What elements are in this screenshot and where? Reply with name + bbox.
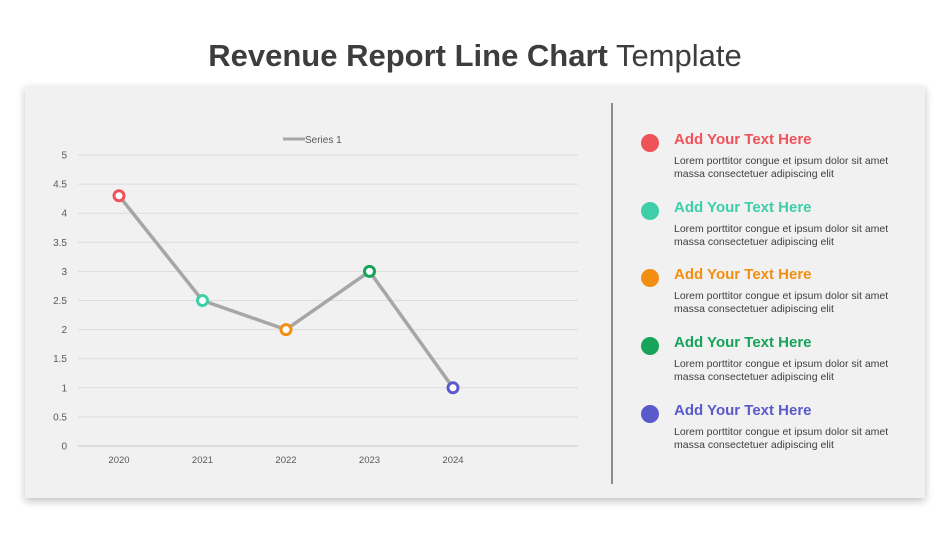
data-point <box>363 264 376 278</box>
bullet-dot-1 <box>641 134 659 152</box>
item-body-2: Lorem porttitor congue et ipsum dolor si… <box>674 223 889 248</box>
y-tick-label: 3 <box>61 267 67 278</box>
y-tick-label: 1.5 <box>53 354 67 365</box>
item-heading-2: Add Your Text Here <box>674 199 812 216</box>
y-tick-label: 5 <box>61 151 67 162</box>
bullet-dot-5 <box>641 405 659 423</box>
title-bold: Revenue Report Line Chart <box>208 38 608 73</box>
y-tick-label: 2.5 <box>53 296 67 307</box>
data-point <box>196 294 209 307</box>
item-body-1: Lorem porttitor congue et ipsum dolor si… <box>674 155 889 180</box>
data-point <box>279 323 293 337</box>
line-chart: Series 1 0 0.5 1 1.5 2 2.5 3 3.5 4 4.5 5 2020 2021 2… <box>53 135 578 466</box>
x-tick-label: 2021 <box>192 455 213 466</box>
item-body-4: Lorem porttitor congue et ipsum dolor si… <box>674 358 889 383</box>
bullet-dot-3 <box>641 269 659 287</box>
divider <box>611 103 613 484</box>
data-point <box>446 381 460 395</box>
y-tick-label: 4 <box>61 209 67 220</box>
y-tick-label: 4.5 <box>53 180 67 191</box>
y-tick-label: 0 <box>61 442 67 453</box>
item-heading-5: Add Your Text Here <box>674 402 812 419</box>
data-point <box>112 189 126 203</box>
y-tick-label: 3.5 <box>53 238 67 249</box>
x-tick-label: 2024 <box>442 455 463 466</box>
title-light: Template <box>615 38 742 73</box>
legend-label: Series 1 <box>305 135 342 146</box>
item-heading-4: Add Your Text Here <box>674 334 812 351</box>
x-tick-label: 2022 <box>275 455 296 466</box>
item-body-5: Lorem porttitor congue et ipsum dolor si… <box>674 426 889 451</box>
x-tick-label: 2020 <box>108 455 129 466</box>
item-heading-1: Add Your Text Here <box>674 131 812 148</box>
item-body-3: Lorem porttitor congue et ipsum dolor si… <box>674 290 889 315</box>
bullet-dot-2 <box>641 202 659 220</box>
y-tick-label: 2 <box>61 325 67 336</box>
bullet-dot-4 <box>641 337 659 355</box>
y-tick-label: 0.5 <box>53 412 67 423</box>
y-tick-label: 1 <box>61 383 67 394</box>
x-tick-label: 2023 <box>359 455 380 466</box>
page-title: Revenue Report Line Chart Template <box>0 38 950 74</box>
item-heading-3: Add Your Text Here <box>674 266 812 283</box>
